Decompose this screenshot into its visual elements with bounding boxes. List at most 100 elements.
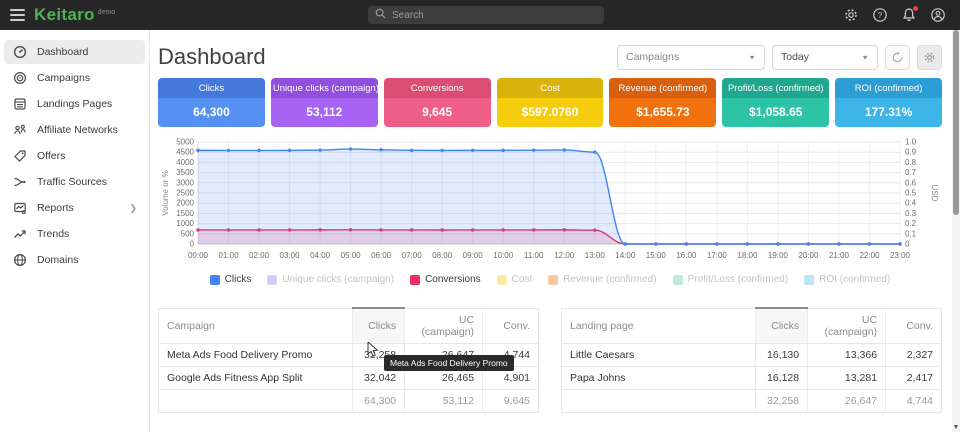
card-profit-loss[interactable]: Profit/Loss (confirmed)$1,058.65 [722, 78, 829, 127]
people-icon [12, 123, 27, 138]
date-range-select[interactable]: Today▼ [772, 45, 878, 70]
sidebar-item-label: Trends [37, 228, 69, 240]
legend-conversions[interactable]: Conversions [410, 274, 481, 285]
sidebar-item-reports[interactable]: Reports ❯ [4, 196, 145, 220]
svg-text:13:00: 13:00 [585, 251, 606, 260]
chevron-down-icon: ▼ [748, 53, 756, 60]
col-clicks[interactable]: Clicks [756, 308, 808, 343]
sidebar-item-affiliate-networks[interactable]: Affiliate Networks [4, 118, 145, 142]
legend-roi[interactable]: ROI (confirmed) [804, 274, 890, 285]
settings-icon[interactable] [843, 7, 859, 23]
svg-text:11:00: 11:00 [524, 251, 544, 260]
sidebar-item-trends[interactable]: Trends [4, 222, 145, 246]
dashboard-settings-button[interactable] [917, 45, 942, 70]
svg-text:20:00: 20:00 [798, 251, 819, 260]
legend-clicks[interactable]: Clicks [210, 274, 252, 285]
row-tooltip: Meta Ads Food Delivery Promo [384, 355, 514, 371]
svg-text:0.4: 0.4 [905, 199, 917, 208]
account-icon[interactable] [930, 7, 946, 23]
menu-icon[interactable] [0, 9, 34, 21]
table-row[interactable]: Little Caesars 16,130 13,366 2,327 [562, 343, 942, 366]
sidebar-item-label: Offers [37, 150, 65, 162]
scroll-down-arrow[interactable]: ▼ [952, 424, 960, 431]
sidebar-item-label: Campaigns [37, 72, 90, 84]
col-clicks[interactable]: Clicks [353, 308, 405, 343]
svg-text:23:00: 23:00 [890, 251, 911, 260]
scrollbar: ▼ [952, 30, 960, 432]
col-conv[interactable]: Conv. [483, 308, 539, 343]
legend-revenue[interactable]: Revenue (confirmed) [548, 274, 656, 285]
sidebar-item-dashboard[interactable]: Dashboard [4, 40, 145, 64]
table-header-row: Landing page Clicks UC (campaign) Conv. [562, 308, 942, 343]
svg-text:4500: 4500 [176, 148, 194, 157]
card-roi[interactable]: ROI (confirmed)177.31% [835, 78, 942, 127]
svg-text:00:00: 00:00 [188, 251, 209, 260]
sidebar-item-label: Reports [37, 202, 74, 214]
svg-text:5000: 5000 [176, 138, 194, 147]
report-icon [12, 201, 27, 216]
col-conv[interactable]: Conv. [886, 308, 942, 343]
search-icon [375, 6, 386, 24]
page-icon [12, 97, 27, 112]
svg-text:21:00: 21:00 [829, 251, 850, 260]
campaigns-select[interactable]: Campaigns▼ [617, 45, 765, 70]
app-logo[interactable]: Keitarodemo [34, 5, 115, 25]
table-totals-row: 32,258 26,647 4,744 [562, 389, 942, 412]
search-box[interactable] [368, 6, 604, 24]
card-unique-clicks[interactable]: Unique clicks (campaign)53,112 [271, 78, 378, 127]
gauge-icon [12, 45, 27, 60]
svg-text:500: 500 [181, 229, 195, 238]
svg-text:3500: 3500 [176, 168, 194, 177]
chevron-right-icon: ❯ [129, 203, 137, 214]
sidebar-item-label: Affiliate Networks [37, 124, 118, 136]
col-campaign[interactable]: Campaign [159, 308, 353, 343]
page-title: Dashboard [158, 44, 266, 70]
sidebar-item-traffic-sources[interactable]: Traffic Sources [4, 170, 145, 194]
demo-badge: demo [98, 9, 116, 16]
svg-text:16:00: 16:00 [676, 251, 697, 260]
col-uc-campaign[interactable]: UC (campaign) [808, 308, 886, 343]
notifications-bell-icon[interactable] [901, 7, 917, 23]
notification-dot [913, 6, 918, 11]
chevron-down-icon: ▼ [861, 53, 869, 60]
landing-pages-table: Landing page Clicks UC (campaign) Conv. … [561, 307, 942, 413]
svg-text:15:00: 15:00 [646, 251, 667, 260]
scrollbar-thumb[interactable] [953, 30, 959, 215]
legend-unique-clicks[interactable]: Unique clicks (campaign) [267, 274, 394, 285]
svg-text:05:00: 05:00 [341, 251, 362, 260]
svg-text:0.9: 0.9 [905, 148, 917, 157]
col-uc-campaign[interactable]: UC (campaign) [405, 308, 483, 343]
svg-text:04:00: 04:00 [310, 251, 331, 260]
col-landing-page[interactable]: Landing page [562, 308, 756, 343]
svg-text:1500: 1500 [176, 209, 194, 218]
svg-text:0: 0 [905, 240, 910, 249]
svg-text:0.1: 0.1 [905, 229, 917, 238]
sidebar-item-offers[interactable]: Offers [4, 144, 145, 168]
search-input[interactable] [392, 10, 597, 21]
card-conversions[interactable]: Conversions9,645 [384, 78, 491, 127]
trend-icon [12, 227, 27, 242]
sidebar: Dashboard Campaigns Landings Pages Affil… [0, 30, 150, 432]
svg-text:22:00: 22:00 [859, 251, 880, 260]
sidebar-item-landings-pages[interactable]: Landings Pages [4, 92, 145, 116]
table-row[interactable]: Papa Johns 16,128 13,281 2,417 [562, 366, 942, 389]
svg-text:12:00: 12:00 [554, 251, 575, 260]
chart-legend: Clicks Unique clicks (campaign) Conversi… [158, 274, 942, 285]
svg-text:Volume or %: Volume or % [161, 170, 170, 215]
table-totals-row: 64,300 53,112 9,645 [159, 389, 539, 412]
svg-text:09:00: 09:00 [463, 251, 484, 260]
sidebar-item-campaigns[interactable]: Campaigns [4, 66, 145, 90]
card-cost[interactable]: Cost$597.0760 [497, 78, 604, 127]
traffic-chart: 005000.110000.215000.320000.425000.53000… [158, 136, 942, 285]
svg-text:1.0: 1.0 [905, 138, 917, 147]
refresh-button[interactable] [885, 45, 910, 70]
sidebar-item-domains[interactable]: Domains [4, 248, 145, 272]
help-icon[interactable]: ? [872, 7, 888, 23]
legend-profit-loss[interactable]: Profit/Loss (confirmed) [673, 274, 789, 285]
card-clicks[interactable]: Clicks64,300 [158, 78, 265, 127]
card-revenue[interactable]: Revenue (confirmed)$1,655.73 [609, 78, 716, 127]
legend-cost[interactable]: Cost [497, 274, 533, 285]
svg-text:03:00: 03:00 [280, 251, 301, 260]
sidebar-item-label: Landings Pages [37, 98, 112, 110]
svg-text:2500: 2500 [176, 189, 194, 198]
